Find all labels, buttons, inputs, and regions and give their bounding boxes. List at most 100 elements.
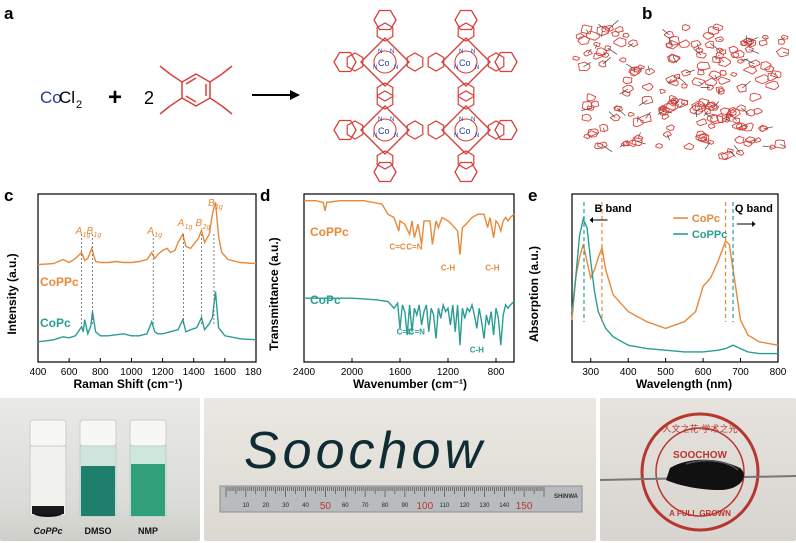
vial-label-dmso: DMSO — [85, 526, 112, 536]
plot-frame — [303, 193, 515, 363]
nitrogen-label: N — [475, 65, 479, 71]
series-line-copc — [37, 291, 257, 343]
ruler-and-writing: Soochow 10 20 30 40 50 60 70 80 90 100 110 120 130 14… — [219, 422, 583, 513]
benzo-ring — [346, 52, 364, 72]
pc-unit: CoN NN N — [427, 90, 505, 170]
nitrogen-label: N — [373, 133, 377, 139]
nitrogen-label: N — [459, 117, 463, 123]
x-tick-label: 2000 — [341, 367, 364, 378]
legend-label-coppc: CoPPc — [692, 229, 727, 241]
ruler-number: 150 — [516, 501, 533, 512]
reactant-cocl2: Co Cl 2 — [40, 88, 82, 111]
b-band-label: B band — [594, 203, 631, 215]
benzo-ring — [406, 52, 424, 72]
polymer-cluster — [728, 34, 790, 91]
polymer-cluster — [689, 68, 762, 125]
vial-coppc — [29, 419, 67, 517]
series-line-copc — [571, 239, 779, 346]
black-polymer-film — [666, 459, 744, 490]
x-tick-label: 400 — [30, 367, 47, 378]
pc-unit: CoN NN N — [427, 22, 505, 102]
panel-label-d: d — [260, 186, 271, 205]
vial-label-nmp: NMP — [138, 526, 158, 536]
nitrogen-label: N — [454, 133, 458, 139]
benzo-ring — [376, 22, 394, 42]
ftir-series-label-coppc: CoPPc — [310, 225, 349, 239]
cobalt-symbol: Co — [40, 88, 62, 107]
raman-peak-label: A — [177, 218, 185, 229]
terminal-benzo-ring — [333, 119, 357, 141]
x-tick-label: 800 — [92, 367, 109, 378]
seal-top-text: 人文之花·学术之光 — [663, 423, 738, 434]
nitrogen-label: N — [394, 133, 398, 139]
raman-series-label-coppc: CoPPc — [40, 275, 79, 289]
x-tick-label: 500 — [657, 367, 674, 378]
ftir-band-label: C=N — [406, 243, 422, 252]
polymer-cluster — [572, 20, 639, 72]
benzo-ring — [457, 22, 475, 42]
benzo-ring — [457, 90, 475, 110]
raman-spectrum-chart: Raman Shift (cm⁻¹) Intensity (a.u.) CoPP… — [5, 193, 262, 391]
cobalt-center-label: Co — [378, 126, 390, 136]
raman-peak-label: A — [146, 226, 154, 237]
tetracyanobenzene-structure — [159, 65, 233, 115]
raman-peak-label: B — [87, 226, 94, 237]
ruler-number: 40 — [302, 503, 309, 509]
x-tick-label: 400 — [620, 367, 637, 378]
vial-nmp — [129, 419, 167, 517]
raman-peak-subscript: 1g — [94, 232, 102, 239]
vial-label-coppc: CoPPc — [33, 526, 62, 536]
ruler-number: 100 — [416, 501, 433, 512]
ruler-number: 10 — [243, 503, 250, 509]
panel-g-writing-photo: Soochow 10 20 30 40 50 60 70 80 90 100 110 120 130 14… — [204, 398, 596, 541]
raman-peak-label: A — [75, 226, 83, 237]
ftir-band-label: C-H — [470, 346, 484, 355]
benzo-ring — [346, 120, 364, 140]
x-tick-label: 700 — [732, 367, 749, 378]
ruler-number: 80 — [382, 503, 389, 509]
terminal-benzo-ring — [333, 51, 357, 73]
raman-y-axis-label: Intensity (a.u.) — [5, 253, 19, 334]
nitrogen-label: N — [373, 65, 377, 71]
pc-unit: CoN NN N — [346, 22, 424, 102]
ruler-brand: SHINWA — [554, 494, 579, 500]
pc-unit: CoN NN N — [346, 90, 424, 170]
ruler-number: 30 — [282, 503, 289, 509]
x-tick-label: 800 — [770, 367, 787, 378]
seal-bottom-text: A FULL GROWN — [669, 509, 731, 518]
panel-f-solubility-photo: CoPPc DMSO NMP — [0, 398, 200, 541]
x-tick-label: 1600 — [214, 367, 237, 378]
panel-b-3d-polymer-model — [572, 20, 790, 161]
legend-label-copc: CoPc — [692, 213, 720, 225]
ftir-x-axis-label: Wavenumber (cm⁻¹) — [353, 377, 467, 391]
series-line-coppc — [37, 201, 257, 266]
panel-h-flexible-film-photo: 人文之花·学术之光 SOOCHOW A FULL GROWN — [600, 398, 796, 541]
ftir-band-label: C=C — [389, 243, 405, 252]
ftir-series-label-copc: CoPc — [310, 293, 341, 307]
seal-outer-ring — [640, 412, 760, 532]
ruler-number: 60 — [342, 503, 349, 509]
ruler-number: 110 — [440, 503, 450, 509]
plot-frame — [37, 193, 257, 363]
x-tick-label: 300 — [582, 367, 599, 378]
benzo-ring — [427, 52, 445, 72]
x-tick-label: 800 — [488, 367, 505, 378]
benzo-ring — [457, 150, 475, 170]
x-tick-label: 600 — [695, 367, 712, 378]
benzo-ring — [487, 52, 505, 72]
panel-label-c: c — [4, 186, 14, 205]
terminal-benzo-ring — [373, 9, 397, 31]
nitrogen-label: N — [378, 49, 382, 55]
benzo-ring — [376, 82, 394, 102]
x-tick-label: 600 — [61, 367, 78, 378]
ruler-number: 120 — [459, 503, 470, 509]
plot-frame — [571, 193, 779, 363]
nitrogen-label: N — [471, 117, 475, 123]
ruler-number: 50 — [320, 501, 332, 512]
uv-vis-absorption-chart: Wavelength (nm) Absorption (a.u.) 300 400… — [527, 193, 787, 391]
raman-peak-label: B — [208, 198, 215, 209]
ftir-band-label: C=C — [397, 327, 413, 336]
raman-peak-subscript: 1g — [154, 232, 162, 239]
